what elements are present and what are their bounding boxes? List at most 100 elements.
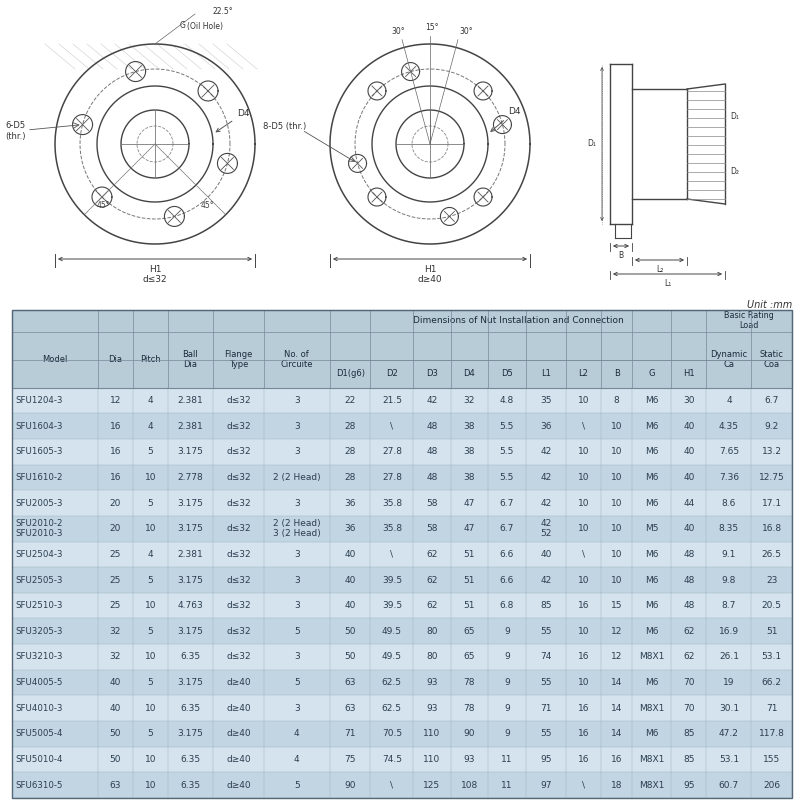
Bar	[12, 618, 792, 644]
Text: 3: 3	[294, 704, 300, 713]
Text: 40: 40	[345, 550, 356, 559]
Text: 10: 10	[578, 627, 590, 636]
Text: 62: 62	[426, 575, 438, 585]
Text: 10: 10	[145, 781, 156, 790]
Text: 40: 40	[345, 601, 356, 610]
Text: 10: 10	[578, 473, 590, 482]
Text: (thr.): (thr.)	[5, 133, 26, 142]
Text: 13.2: 13.2	[762, 447, 782, 456]
Text: 55: 55	[540, 627, 551, 636]
Text: M5: M5	[645, 524, 658, 534]
Text: 63: 63	[345, 678, 356, 687]
Text: 7.65: 7.65	[719, 447, 739, 456]
Text: 36: 36	[345, 498, 356, 507]
Text: 30°: 30°	[459, 26, 473, 35]
Text: 3.175: 3.175	[178, 498, 203, 507]
Text: L1: L1	[541, 369, 550, 378]
Text: 2 (2 Head): 2 (2 Head)	[273, 473, 321, 482]
Text: 108: 108	[461, 781, 478, 790]
Text: 47: 47	[464, 498, 475, 507]
Text: 48: 48	[426, 447, 438, 456]
Text: SFU2504-3: SFU2504-3	[15, 550, 62, 559]
Text: 55: 55	[540, 678, 551, 687]
Bar	[12, 414, 792, 439]
Text: SFU5005-4: SFU5005-4	[15, 730, 62, 738]
Text: 51: 51	[464, 550, 475, 559]
Text: L₂: L₂	[656, 265, 663, 274]
Text: 90: 90	[345, 781, 356, 790]
Text: Static
Coa: Static Coa	[760, 350, 784, 370]
Text: 16: 16	[110, 422, 121, 430]
Text: SFU4005-5: SFU4005-5	[15, 678, 62, 687]
Text: 10: 10	[145, 473, 156, 482]
Text: 42: 42	[540, 498, 551, 507]
Text: 3.175: 3.175	[178, 575, 203, 585]
Text: 80: 80	[426, 627, 438, 636]
Text: 74.5: 74.5	[382, 755, 402, 764]
Text: 36: 36	[345, 524, 356, 534]
Text: d≥40: d≥40	[418, 274, 442, 283]
Text: 5: 5	[147, 575, 153, 585]
Text: 40: 40	[345, 575, 356, 585]
Text: 78: 78	[464, 678, 475, 687]
Text: 10: 10	[578, 498, 590, 507]
Text: 60.7: 60.7	[719, 781, 739, 790]
Text: d≤32: d≤32	[226, 601, 250, 610]
Text: Ball
Dia: Ball Dia	[182, 350, 198, 370]
Text: 8.35: 8.35	[719, 524, 739, 534]
Text: 62.5: 62.5	[382, 704, 402, 713]
Text: 10: 10	[611, 550, 622, 559]
Bar	[12, 388, 792, 414]
Text: 9: 9	[504, 730, 510, 738]
Text: 4: 4	[294, 755, 300, 764]
Text: 3.175: 3.175	[178, 447, 203, 456]
Text: 48: 48	[426, 422, 438, 430]
Text: 38: 38	[464, 422, 475, 430]
Bar	[12, 465, 792, 490]
Text: SFU1204-3: SFU1204-3	[15, 396, 62, 405]
Text: 4.763: 4.763	[178, 601, 203, 610]
Text: D2: D2	[386, 369, 398, 378]
Text: 49.5: 49.5	[382, 627, 402, 636]
Text: 40: 40	[683, 422, 694, 430]
Text: 53.1: 53.1	[762, 653, 782, 662]
Text: 8.7: 8.7	[722, 601, 736, 610]
Text: 28: 28	[345, 447, 356, 456]
Text: SFU3205-3: SFU3205-3	[15, 627, 62, 636]
Text: 66.2: 66.2	[762, 678, 782, 687]
Text: 71: 71	[540, 704, 551, 713]
Text: 71: 71	[766, 704, 778, 713]
Text: 10: 10	[578, 396, 590, 405]
Text: 6.35: 6.35	[180, 781, 201, 790]
Text: H1: H1	[149, 265, 162, 274]
Text: 45°: 45°	[96, 202, 110, 210]
Text: 3: 3	[294, 498, 300, 507]
Text: 44: 44	[683, 498, 694, 507]
Text: 6.6: 6.6	[500, 550, 514, 559]
Text: 6.35: 6.35	[180, 755, 201, 764]
Text: 27.8: 27.8	[382, 447, 402, 456]
Text: 32: 32	[464, 396, 475, 405]
Bar	[12, 695, 792, 721]
Text: SFU2510-3: SFU2510-3	[15, 601, 62, 610]
Text: 16: 16	[611, 755, 622, 764]
Text: SFU1610-2: SFU1610-2	[15, 473, 62, 482]
Text: H1: H1	[424, 265, 436, 274]
Text: B: B	[614, 369, 620, 378]
Text: 5: 5	[294, 781, 300, 790]
Text: 97: 97	[540, 781, 551, 790]
Text: \: \	[390, 781, 394, 790]
Text: d≤32: d≤32	[226, 447, 250, 456]
Text: \: \	[390, 550, 394, 559]
Text: 62: 62	[683, 627, 694, 636]
Text: 90: 90	[464, 730, 475, 738]
Text: D1(g6): D1(g6)	[336, 369, 365, 378]
Text: 5: 5	[147, 498, 153, 507]
Text: 8: 8	[614, 396, 619, 405]
Text: 14: 14	[611, 730, 622, 738]
Text: 50: 50	[110, 755, 121, 764]
Text: d≤32: d≤32	[226, 550, 250, 559]
Text: 63: 63	[345, 704, 356, 713]
Bar	[12, 746, 792, 772]
Text: 6.35: 6.35	[180, 653, 201, 662]
